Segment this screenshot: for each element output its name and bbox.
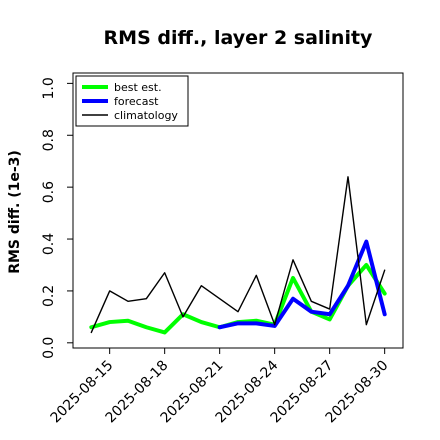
chart-title: RMS diff., layer 2 salinity [104,27,374,49]
series-line-climatology [90,176,386,334]
y-axis: 0.0 0.2 0.4 0.6 0.8 1.0 [41,77,73,359]
plot-area-frame [72,72,404,349]
y-tick-label: 0.4 [41,233,57,255]
y-tick-label: 0.8 [41,129,57,151]
legend-label: climatology [114,109,178,122]
x-axis: 2025-08-152025-08-182025-08-212025-08-24… [48,348,391,426]
y-tick-label: 0.0 [41,337,57,359]
series-layer [89,176,387,335]
legend-label: forecast [114,95,159,108]
y-axis-label: RMS diff. (1e-3) [7,150,23,274]
series-line-forecast [217,239,387,330]
legend-label: best est. [114,81,162,94]
y-tick-label: 0.6 [41,181,57,203]
y-tick-label: 0.2 [41,285,57,307]
y-tick-label: 1.0 [41,77,57,99]
